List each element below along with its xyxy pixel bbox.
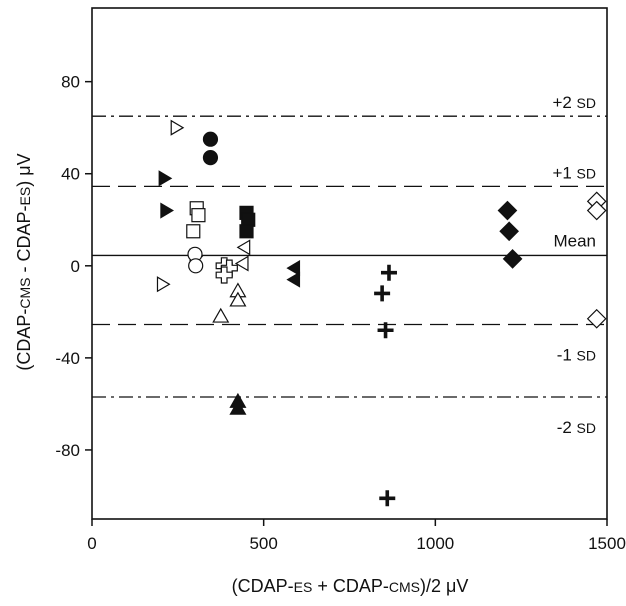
data-point-triangle-left-open: [234, 255, 249, 272]
data-point-diamond-open: [586, 200, 607, 221]
ref-label-mean: Mean: [553, 231, 596, 250]
plot-frame: [91, 7, 608, 520]
data-point-triangle-right-open: [170, 119, 185, 136]
x-axis-ticks: 0 500 1000 1500: [87, 519, 626, 553]
data-point-square-open: [191, 208, 206, 223]
y-axis-title: (CDAP-CMS - CDAP-ES) μV: [14, 153, 34, 370]
ref-label-minus2sd: -2 SD: [557, 418, 596, 437]
ref-label-plus2sd: +2 SD: [552, 93, 596, 112]
data-point-triangle-left-filled: [286, 260, 301, 277]
data-point-triangle-up-open: [212, 307, 230, 323]
ref-label-minus1sd: -1 SD: [557, 345, 596, 364]
x-tick-label: 500: [249, 534, 277, 553]
ref-label-plus1sd: +1 SD: [552, 163, 596, 182]
data-point-triangle-left-open: [236, 239, 251, 256]
data-point-triangle-left-filled: [286, 271, 301, 288]
data-point-square-filled: [239, 224, 254, 239]
data-point-circle-filled: [202, 150, 219, 166]
data-point-plus-filled: [377, 322, 394, 339]
data-point-diamond-filled: [499, 221, 519, 242]
data-point-diamond-filled: [502, 249, 523, 269]
data-points: [156, 119, 607, 507]
y-axis-ticks: 80 40 0 -40 -80: [55, 73, 92, 460]
data-point-square-open: [186, 224, 201, 239]
x-tick-label: 1000: [416, 534, 454, 553]
data-point-plus-filled: [379, 490, 396, 507]
x-tick-label: 1500: [588, 534, 626, 553]
data-point-circle-filled: [202, 131, 219, 147]
y-tick-label: -80: [55, 441, 80, 460]
x-tick-label: 0: [87, 534, 96, 553]
y-tick-label: -40: [55, 349, 80, 368]
reference-line-labels: +2 SD +1 SD Mean -1 SD -2 SD: [552, 93, 596, 437]
data-point-cross-open: [215, 266, 233, 284]
data-point-diamond-filled: [497, 200, 518, 221]
data-point-circle-open: [188, 258, 204, 274]
data-point-plus-filled: [374, 285, 391, 302]
x-axis-title: (CDAP-ES + CDAP-CMS)/2 μV: [232, 576, 469, 596]
y-tick-label: 80: [61, 73, 80, 92]
y-tick-label: 40: [61, 165, 80, 184]
data-point-triangle-up-filled: [229, 399, 247, 415]
data-point-triangle-right-filled: [160, 202, 175, 219]
data-point-triangle-right-open: [156, 276, 171, 293]
data-point-triangle-right-filled: [158, 170, 173, 187]
data-point-plus-filled: [380, 264, 397, 281]
reference-lines: [92, 115, 607, 398]
data-point-diamond-open: [586, 308, 607, 329]
data-point-triangle-up-open: [229, 291, 247, 307]
y-tick-label: 0: [71, 257, 80, 276]
